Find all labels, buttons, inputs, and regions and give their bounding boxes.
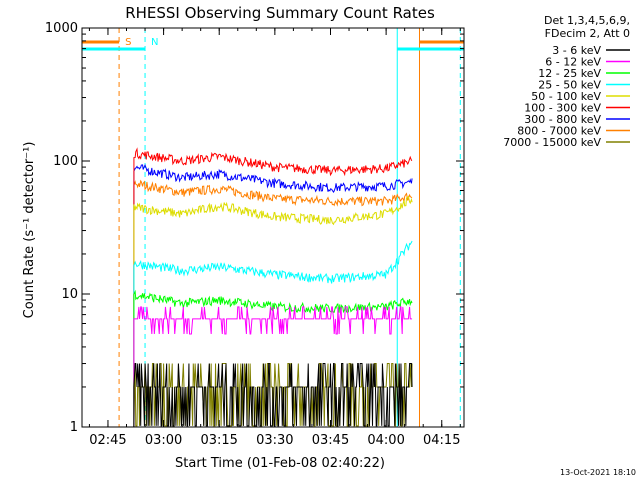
legend-label: 100 - 300 keV: [524, 102, 601, 115]
legend-label: 800 - 7000 keV: [517, 125, 601, 138]
legend-label: 12 - 25 keV: [538, 67, 601, 80]
y-tick-label: 10: [61, 287, 78, 302]
series-800-7000kev: [133, 179, 413, 427]
series-300-800kev: [133, 164, 413, 427]
x-tick-label: 04:00: [367, 433, 404, 448]
x-tick-label: 03:00: [145, 433, 182, 448]
series-50-100kev: [133, 195, 413, 427]
x-axis-label: Start Time (01-Feb-08 02:40:22): [175, 456, 385, 471]
legend-label: 300 - 800 keV: [524, 113, 601, 126]
legend: Det 1,3,4,5,6,9, FDecim 2, Att 0 3 - 6 k…: [503, 14, 630, 149]
legend-header-line-2: FDecim 2, Att 0: [545, 27, 630, 40]
x-tick-label: 03:30: [256, 433, 293, 448]
plot-frame: [81, 27, 465, 428]
y-axis: 1 10 100 1000: [45, 21, 464, 435]
series-3-6kev: [133, 363, 413, 427]
series-100-300kev: [133, 147, 413, 427]
legend-label: 3 - 6 keV: [552, 44, 601, 57]
annotation-S: S: [125, 37, 131, 48]
legend-label: 25 - 50 keV: [538, 79, 601, 92]
legend-header-line-1: Det 1,3,4,5,6,9,: [544, 14, 630, 27]
x-axis: 02:45 03:00 03:15 03:30 03:45 04:00 04:15: [88, 28, 461, 448]
x-tick-label: 03:15: [200, 433, 237, 448]
y-tick-label: 1000: [45, 21, 78, 36]
y-axis-label: Count Rate (s⁻¹ detector⁻¹): [22, 142, 37, 319]
legend-label: 6 - 12 keV: [545, 56, 601, 69]
chart-title: RHESSI Observing Summary Count Rates: [125, 4, 435, 22]
annotation-N: N: [151, 37, 158, 48]
legend-label: 50 - 100 keV: [531, 90, 601, 103]
footer-date: 13-Oct-2021 18:10: [560, 468, 636, 477]
series-6-12kev: [133, 306, 413, 427]
x-tick-label: 02:45: [89, 433, 126, 448]
x-tick-label: 03:45: [312, 433, 349, 448]
y-tick-label: 100: [53, 154, 78, 169]
series-25-50kev: [133, 240, 413, 427]
x-tick-label: 04:15: [423, 433, 460, 448]
legend-label: 7000 - 15000 keV: [503, 136, 601, 149]
y-tick-label: 1: [70, 420, 78, 435]
